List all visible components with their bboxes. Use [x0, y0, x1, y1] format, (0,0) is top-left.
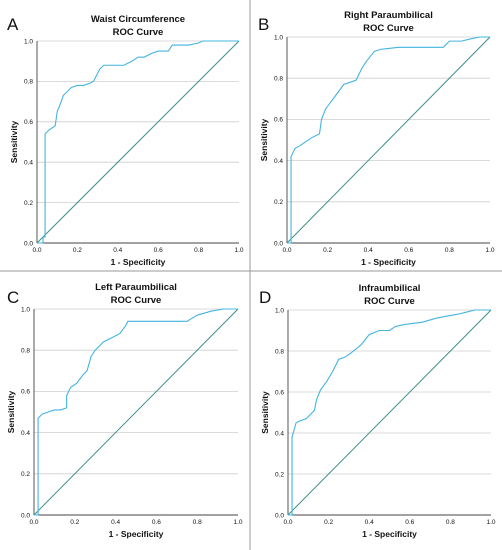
y-tick-label: 1.0 — [24, 38, 33, 45]
x-tick-label: 0.2 — [324, 519, 333, 526]
reference-line — [33, 308, 239, 516]
y-tick-label: 0.6 — [24, 119, 33, 126]
chart-title: Right Paraumbilical — [344, 10, 433, 21]
reference-line — [287, 309, 492, 516]
x-axis-label: 1 - Specificity — [111, 257, 166, 267]
x-tick-label: 0.0 — [29, 519, 38, 526]
roc-curve — [287, 36, 490, 244]
chart-subtitle: ROC Curve — [364, 296, 415, 307]
y-tick-label: 0.6 — [275, 389, 284, 396]
x-tick-label: 0.8 — [193, 519, 202, 526]
x-tick-label: 0.2 — [73, 247, 82, 254]
x-tick-label: 0.6 — [152, 519, 161, 526]
reference-line — [36, 40, 240, 244]
x-tick-label: 0.6 — [154, 247, 163, 254]
y-tick-label: 0.0 — [275, 512, 284, 519]
y-tick-label: 0.4 — [24, 160, 33, 167]
x-tick-label: 0.0 — [282, 247, 291, 254]
y-tick-label: 0.0 — [21, 512, 30, 519]
roc-curve — [34, 308, 238, 516]
panel-c: C Left Paraumbilical ROC Curve 0.0 0.2 0.4 0.6… — [6, 282, 243, 539]
y-tick-label: 0.8 — [21, 348, 30, 355]
x-tick-label: 1.0 — [485, 247, 494, 254]
y-axis-label: Sensitivity — [259, 118, 269, 161]
chart-title: Waist Circumference — [91, 14, 185, 25]
y-tick-label: 0.2 — [24, 200, 33, 207]
x-tick-label: 0.2 — [323, 247, 332, 254]
x-tick-label: 0.2 — [70, 519, 79, 526]
chart-title: Left Paraumbilical — [95, 282, 177, 293]
x-tick-label: 1.0 — [486, 519, 495, 526]
x-tick-label: 0.4 — [365, 519, 374, 526]
x-tick-label: 1.0 — [234, 247, 243, 254]
roc-curve — [37, 40, 239, 244]
x-tick-label: 0.4 — [111, 519, 120, 526]
chart-title: Infraumbilical — [359, 283, 421, 294]
panel-letter: C — [7, 288, 19, 307]
y-tick-label: 0.2 — [275, 471, 284, 478]
y-tick-label: 0.4 — [275, 430, 284, 437]
panel-letter: D — [259, 288, 271, 307]
y-tick-label: 0.8 — [24, 79, 33, 86]
x-tick-label: 0.8 — [445, 247, 454, 254]
panel-d: D Infraumbilical ROC Curve 0.0 0.2 0.4 0.6 0.8 1… — [259, 283, 496, 539]
x-tick-label: 0.6 — [405, 519, 414, 526]
y-axis-label: Sensitivity — [9, 120, 19, 163]
reference-line — [286, 36, 491, 244]
y-tick-label: 1.0 — [21, 306, 30, 313]
y-tick-label: 0.2 — [21, 471, 30, 478]
y-axis-label: Sensitivity — [6, 390, 16, 433]
x-tick-label: 0.8 — [194, 247, 203, 254]
y-tick-label: 0.6 — [274, 117, 283, 124]
x-tick-label: 0.8 — [446, 519, 455, 526]
y-tick-label: 0.8 — [274, 76, 283, 83]
panel-letter: A — [7, 15, 19, 34]
roc-curve — [288, 309, 491, 516]
panel-b: B Right Paraumbilical ROC Curve 0.0 0.2 0.4 0.… — [258, 10, 495, 267]
y-axis-label: Sensitivity — [260, 391, 270, 434]
y-tick-label: 0.0 — [274, 240, 283, 247]
y-tick-label: 0.2 — [274, 199, 283, 206]
x-tick-label: 1.0 — [233, 519, 242, 526]
y-tick-label: 0.4 — [21, 430, 30, 437]
chart-subtitle: ROC Curve — [113, 27, 164, 38]
y-tick-label: 0.6 — [21, 389, 30, 396]
x-tick-label: 0.0 — [283, 519, 292, 526]
chart-subtitle: ROC Curve — [363, 23, 414, 34]
panel-letter: B — [258, 15, 269, 34]
y-tick-label: 0.8 — [275, 348, 284, 355]
x-axis-label: 1 - Specificity — [362, 529, 417, 539]
panels: A Waist Circumference ROC Curve 0.0 0.2 0.4 0.… — [6, 10, 496, 539]
x-tick-label: 0.4 — [364, 247, 373, 254]
chart-subtitle: ROC Curve — [111, 295, 162, 306]
y-tick-label: 1.0 — [275, 307, 284, 314]
y-tick-label: 1.0 — [274, 34, 283, 41]
x-axis-label: 1 - Specificity — [109, 529, 164, 539]
x-tick-label: 0.0 — [32, 247, 41, 254]
y-tick-label: 0.0 — [24, 240, 33, 247]
y-tick-label: 0.4 — [274, 158, 283, 165]
x-tick-label: 0.4 — [113, 247, 122, 254]
x-axis-label: 1 - Specificity — [361, 257, 416, 267]
x-tick-label: 0.6 — [404, 247, 413, 254]
panel-a: A Waist Circumference ROC Curve 0.0 0.2 0.4 0.… — [7, 14, 244, 267]
